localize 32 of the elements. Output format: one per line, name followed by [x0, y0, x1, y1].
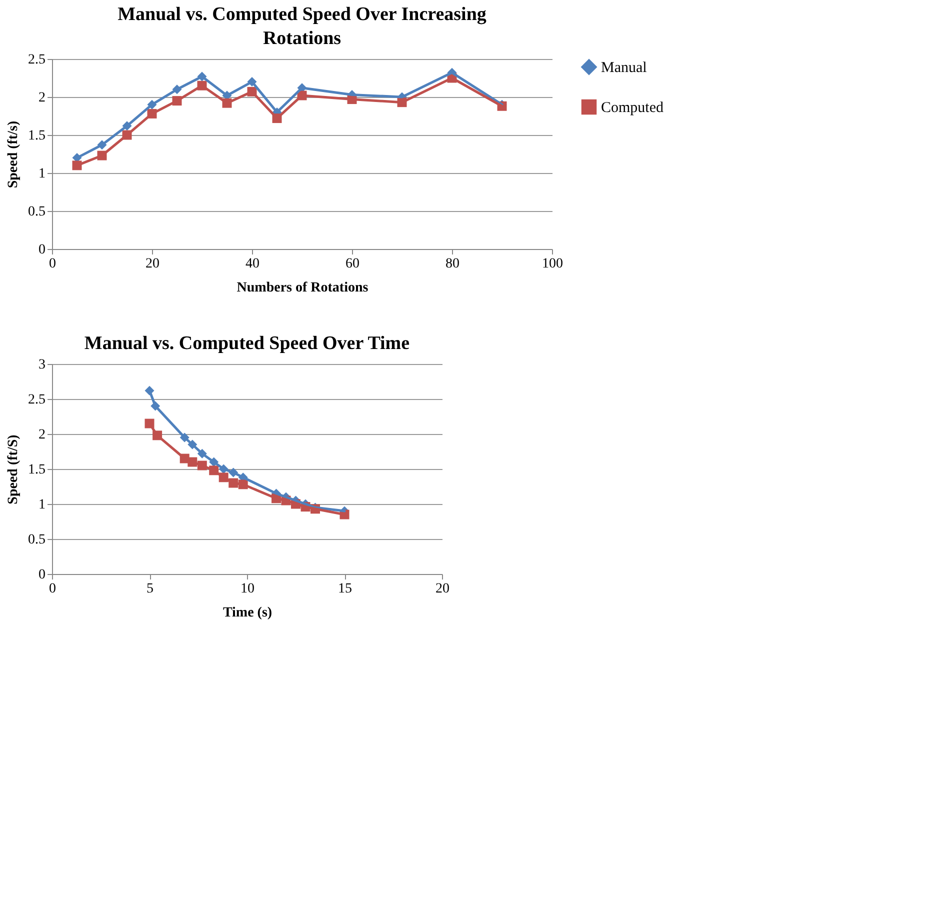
chart-title: Manual vs. Computed Speed Over Time: [84, 333, 410, 354]
x-axis-title: Numbers of Rotations: [236, 280, 369, 296]
x-tick-label: 100: [542, 256, 563, 272]
y-tick-label: 1.5: [28, 462, 46, 478]
y-tick-label: 0.5: [28, 532, 46, 548]
y-tick-label: 1.5: [28, 128, 46, 144]
x-tick-label: 80: [446, 256, 460, 272]
legend-label: Computed: [601, 100, 664, 116]
x-tick-label: 20: [436, 582, 450, 596]
y-axis-title: Speed (ft/s): [6, 120, 21, 188]
y-tick-label: 2: [38, 428, 46, 442]
x-axis-title: Time (s): [222, 606, 272, 620]
x-tick-label: 60: [346, 256, 360, 272]
x-tick-label: 0: [49, 582, 56, 596]
x-tick-label: 15: [338, 582, 352, 596]
y-tick-label: 2.5: [28, 52, 46, 68]
y-tick-label: 0: [38, 242, 46, 258]
legend-label: Manual: [601, 60, 647, 76]
chart-title: Manual vs. Computed Speed Over Increasing Rotations: [118, 4, 487, 49]
y-tick-label: 1: [38, 498, 46, 512]
x-tick-label: 10: [240, 582, 254, 596]
y-tick-label: 2: [38, 90, 46, 106]
y-tick-label: 2.5: [28, 392, 46, 408]
y-tick-label: 3: [38, 358, 46, 372]
x-tick-label: 5: [146, 582, 154, 596]
y-axis-title: Speed (ft/S): [6, 434, 21, 504]
x-tick-label: 0: [49, 256, 56, 272]
y-tick-label: 1: [38, 166, 46, 182]
y-tick-label: 0.5: [28, 204, 46, 220]
x-tick-label: 40: [246, 256, 260, 272]
y-tick-label: 0: [38, 568, 46, 582]
x-tick-label: 20: [146, 256, 160, 272]
